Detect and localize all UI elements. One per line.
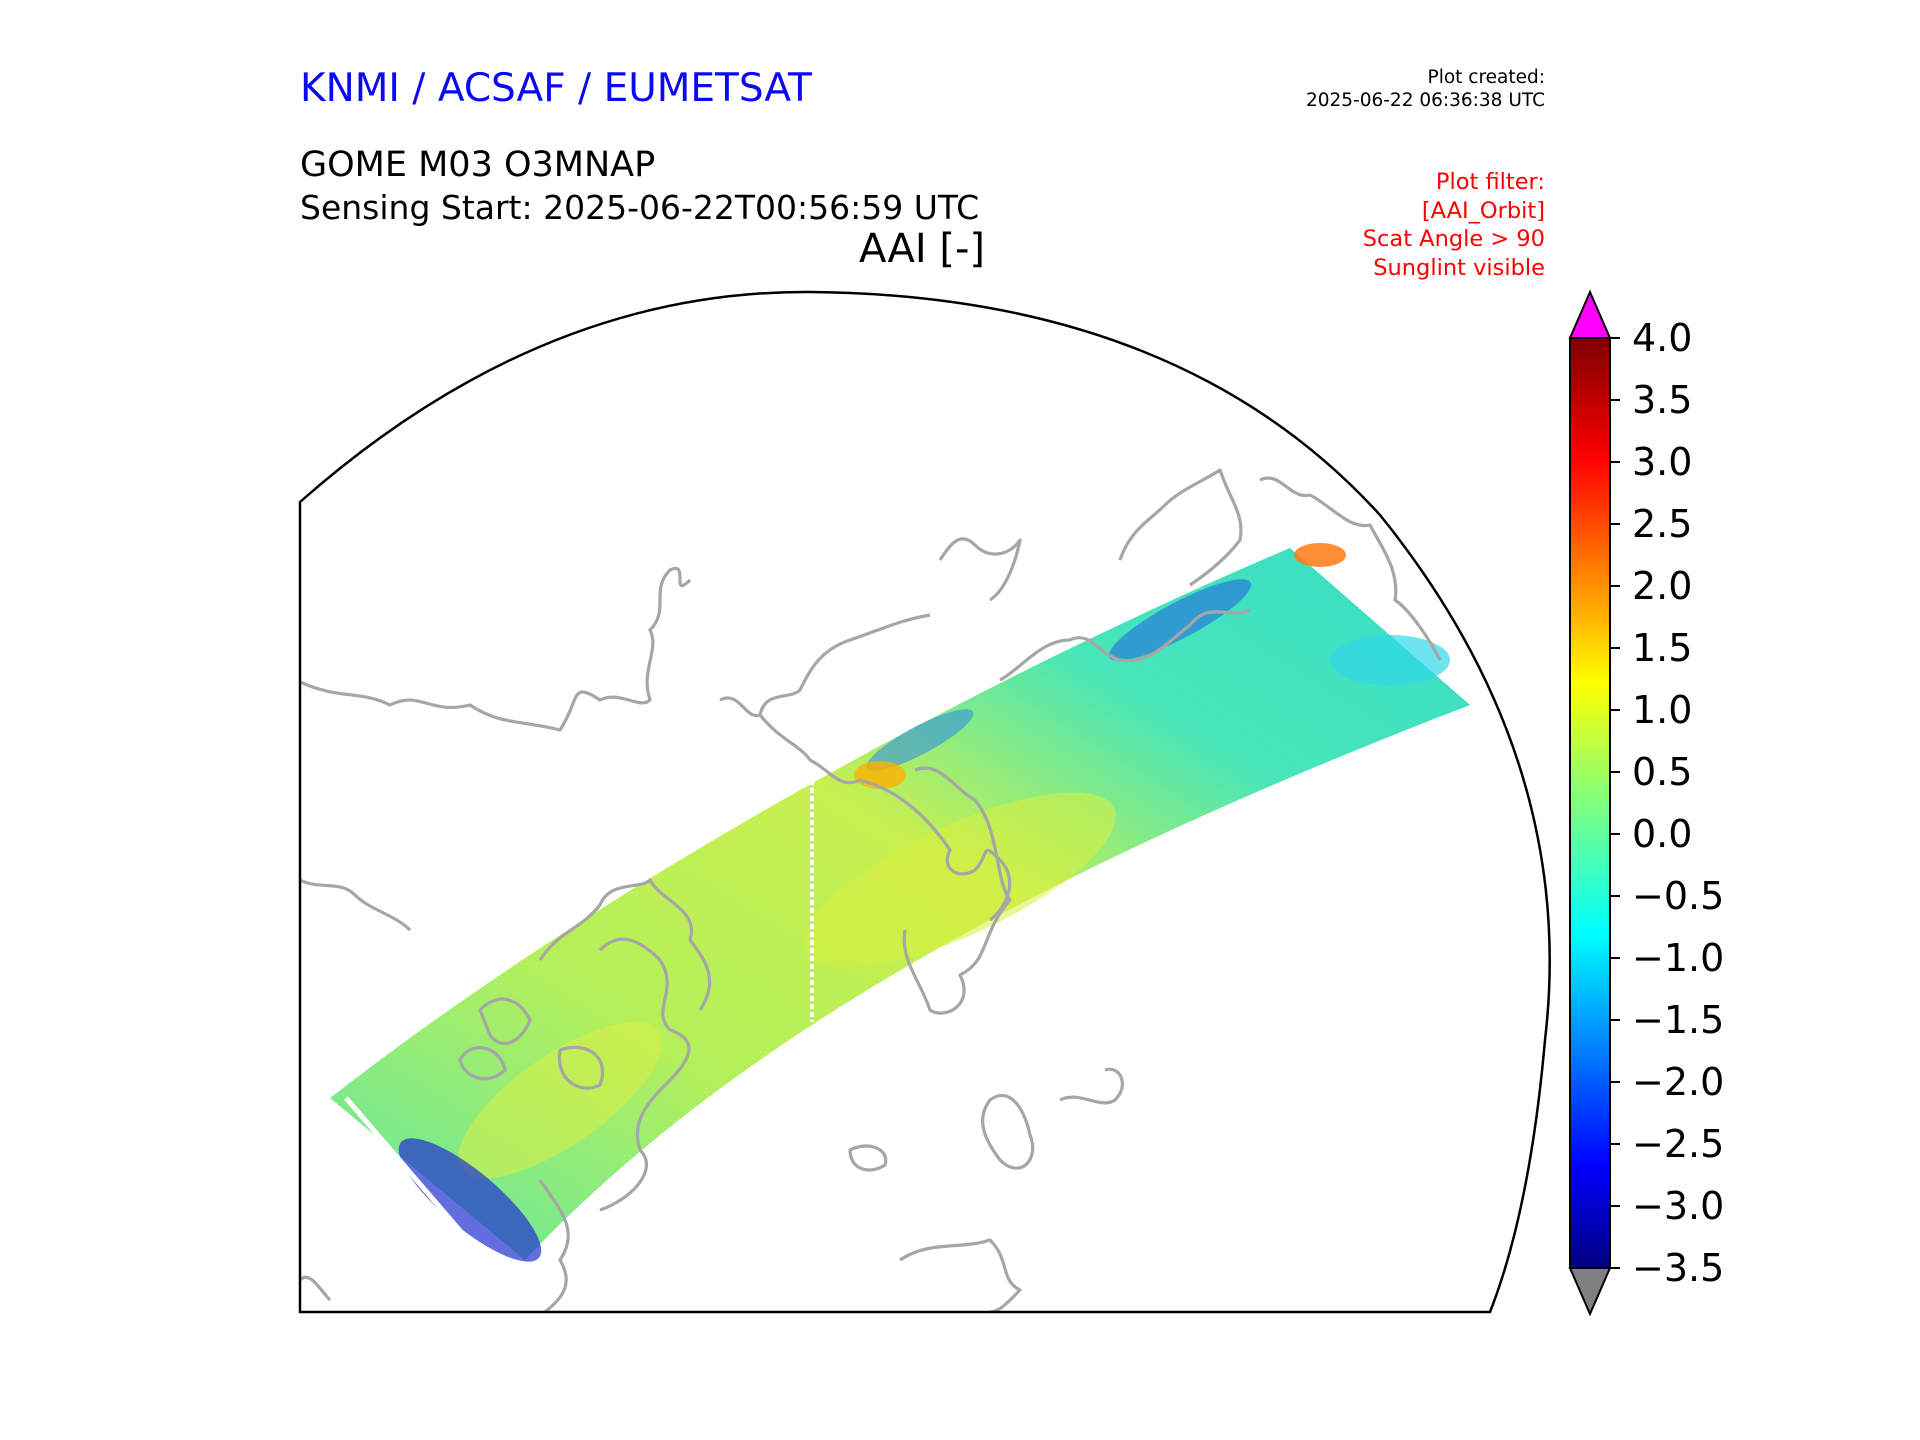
colorbar-tick-label: 2.5 — [1632, 502, 1693, 546]
colorbar-tick-label: −3.5 — [1632, 1246, 1725, 1290]
map-area — [300, 468, 1470, 1312]
coastline-bering — [300, 878, 412, 932]
quantity-label: AAI [-] — [859, 226, 985, 272]
swath-patch-blue — [1108, 579, 1252, 661]
swath-patch-blue — [398, 1138, 542, 1262]
coastline-kamchatka — [938, 537, 1022, 602]
plot-created-label: Plot created: — [1427, 67, 1545, 88]
plot-created-time: 2025-06-22 06:36:38 UTC — [1305, 90, 1545, 111]
colorbar-tick-label: −3.0 — [1632, 1184, 1725, 1228]
coastline-canada-arctic — [758, 714, 1012, 922]
colorbar-frame — [1569, 337, 1611, 1269]
colorbar-over-triangle — [1568, 289, 1612, 339]
swath-gap — [344, 1096, 464, 1235]
coastline-archipelago — [458, 1046, 507, 1081]
plot-filter-line: [AAI_Orbit] — [1421, 197, 1545, 224]
coastline-hudson — [598, 937, 691, 1212]
coastline-archipelago — [478, 997, 532, 1045]
colorbar — [1568, 289, 1620, 1317]
colorbar-tick-label: 3.5 — [1632, 378, 1693, 422]
coastline-siberia — [1259, 476, 1442, 661]
coastline-archipelago — [557, 1045, 605, 1090]
coastline-greenland — [902, 766, 1012, 1015]
coastline-scandinavia — [980, 1093, 1035, 1170]
swath-patch-yellow — [458, 1021, 662, 1179]
swath-patch-cyan — [1330, 635, 1450, 685]
product-name: GOME M03 O3MNAP — [300, 145, 656, 185]
colorbar-tick-marks — [1610, 337, 1620, 1269]
plot-filter-title: Plot filter: — [1435, 169, 1545, 195]
plot-filter-line: Sunglint visible — [1373, 254, 1545, 281]
coastline-siberia — [1118, 468, 1243, 587]
colorbar-tick-label: 1.5 — [1632, 626, 1693, 670]
colorbar-tick-label: −0.5 — [1632, 874, 1725, 918]
colorbar-tick-label: −2.0 — [1632, 1060, 1725, 1104]
colorbar-tick-label: −2.5 — [1632, 1122, 1725, 1166]
swath-patch-orange — [1294, 543, 1346, 567]
colorbar-tick-label: 0.5 — [1632, 750, 1693, 794]
colorbar-tick-label: 4.0 — [1632, 316, 1693, 360]
sensing-start: Sensing Start: 2025-06-22T00:56:59 UTC — [300, 188, 980, 227]
map-boundary — [298, 290, 1551, 1314]
coastlines — [300, 468, 1442, 1312]
organisation-title: KNMI / ACSAF / EUMETSAT — [300, 66, 812, 111]
colorbar-gradient — [1570, 338, 1610, 1268]
coastline-iceland — [848, 1144, 888, 1172]
swath-patch-orange — [854, 761, 906, 789]
colorbar-tick-label: 3.0 — [1632, 440, 1693, 484]
coastline-pacific — [300, 1275, 332, 1302]
coastline-archipelago — [538, 878, 712, 1011]
coastline-siberia — [999, 608, 1251, 682]
coastline-labrador — [538, 1179, 570, 1312]
plot-filter: Plot filter: [AAI_Orbit] Scat Angle > 90… — [1363, 168, 1545, 282]
coastline-alaska — [719, 613, 931, 718]
coastline-europe — [899, 1238, 1022, 1312]
coastline-alaska — [300, 566, 692, 732]
colorbar-tick-label: 1.0 — [1632, 688, 1693, 732]
colorbar-tick-label: −1.0 — [1632, 936, 1725, 980]
colorbar-tick-label: 0.0 — [1632, 812, 1693, 856]
colorbar-under-triangle — [1568, 1267, 1612, 1317]
plot-created: Plot created: 2025-06-22 06:36:38 UTC — [1306, 66, 1545, 112]
swath-patch-yellow — [804, 792, 1116, 968]
plot-filter-line: Scat Angle > 90 — [1362, 226, 1545, 252]
colorbar-tick-label: 2.0 — [1632, 564, 1693, 608]
colorbar-tick-label: −1.5 — [1632, 998, 1725, 1042]
coastline-europe — [1059, 1067, 1124, 1105]
swath-patch-blue — [866, 709, 974, 771]
